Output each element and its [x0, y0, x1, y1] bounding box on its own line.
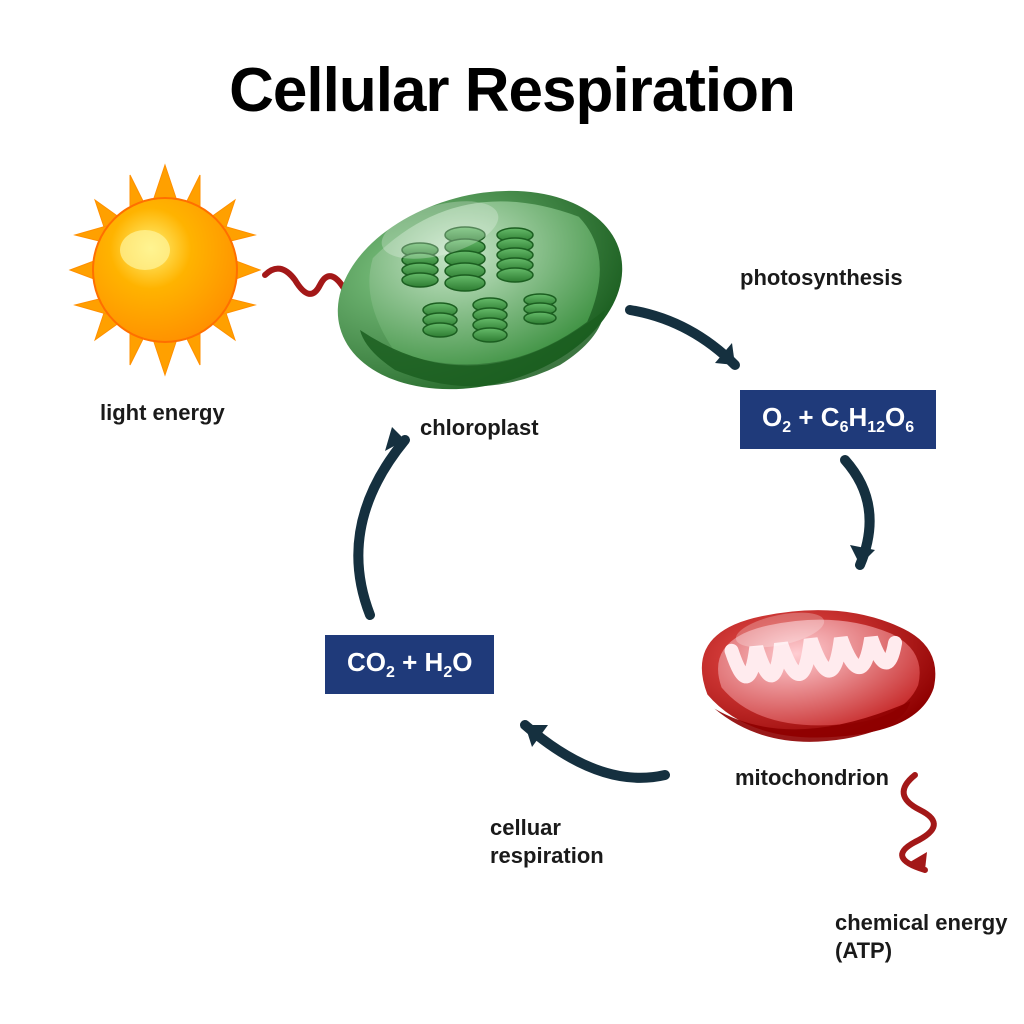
- mitochondrion-label: mitochondrion: [735, 765, 889, 791]
- cellular-respiration-label-1: celluar: [490, 815, 561, 841]
- arrow-to-mitochondrion: [795, 450, 915, 590]
- chemical-energy-label-2: (ATP): [835, 938, 892, 964]
- arrow-photosynthesis: [620, 295, 770, 395]
- mitochondrion-icon: [670, 585, 950, 755]
- photosynthesis-label: photosynthesis: [740, 265, 903, 291]
- arrow-to-chloroplast: [330, 415, 460, 625]
- light-energy-label: light energy: [100, 400, 225, 426]
- page-title: Cellular Respiration: [0, 55, 1024, 126]
- chemical-energy-label-1: chemical energy: [835, 910, 1007, 936]
- squiggle-arrow-atp: [885, 770, 975, 900]
- cellular-respiration-label-2: respiration: [490, 843, 604, 869]
- chloroplast-icon: [330, 180, 630, 400]
- arrow-respiration: [500, 695, 680, 805]
- formula-respiration-products: CO2 + H2O: [325, 635, 494, 694]
- formula-photosynthesis-products: O2 + C6H12O6: [740, 390, 936, 449]
- sun-icon: [55, 155, 275, 385]
